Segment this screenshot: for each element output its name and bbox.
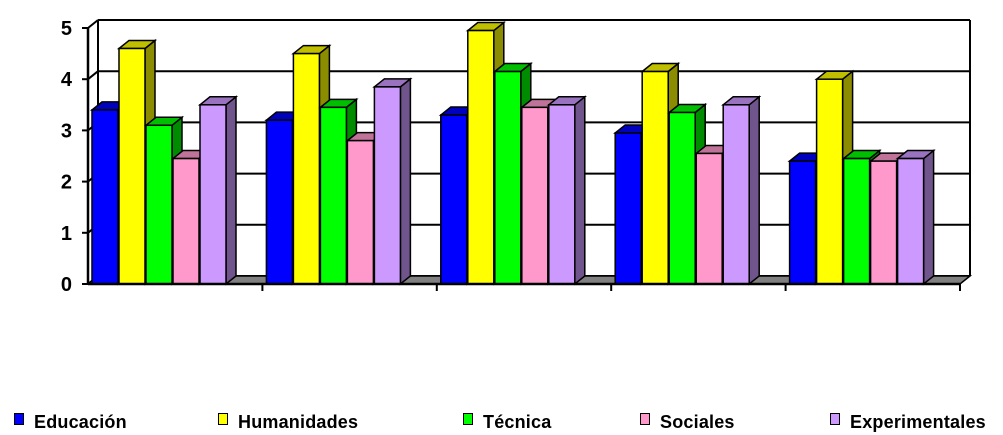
legend-label: Humanidades <box>238 412 359 432</box>
bar <box>814 69 855 286</box>
legend-item: Educación <box>14 412 127 433</box>
legend-label: Sociales <box>660 412 735 432</box>
y-tick-label: 1 <box>61 223 72 245</box>
legend-swatch <box>463 412 473 425</box>
legend-label: Experimentales <box>850 412 986 432</box>
legend-item: Experimentales <box>830 412 986 433</box>
bar <box>895 148 936 286</box>
gridline-side <box>87 19 99 29</box>
legend-label: Técnica <box>483 412 552 432</box>
bar <box>546 95 587 286</box>
legend: Educación Humanidades Técnica Sociales Exper… <box>0 412 1003 434</box>
legend-label: Educación <box>34 412 127 432</box>
bar <box>197 95 239 286</box>
legend-item: Técnica <box>463 412 551 433</box>
legend-swatch <box>14 412 24 425</box>
axes <box>82 27 961 291</box>
bars <box>89 20 936 286</box>
legend-item: Humanidades <box>218 412 358 433</box>
y-tick-label: 2 <box>61 172 72 194</box>
legend-swatch <box>640 412 650 425</box>
gridline-side <box>87 70 99 80</box>
bar <box>721 95 762 286</box>
y-tick-label: 4 <box>61 69 73 91</box>
legend-swatch <box>830 412 840 425</box>
y-tick-label: 3 <box>61 120 72 142</box>
legend-swatch <box>218 412 228 425</box>
bar <box>372 77 413 286</box>
y-tick-labels: 0 1 2 3 4 5 <box>61 18 73 296</box>
y-tick-label: 0 <box>61 274 72 296</box>
bar-chart: 0 1 2 3 4 5 <box>61 18 973 296</box>
y-tick-label: 5 <box>61 18 72 40</box>
legend-item: Sociales <box>640 412 735 433</box>
